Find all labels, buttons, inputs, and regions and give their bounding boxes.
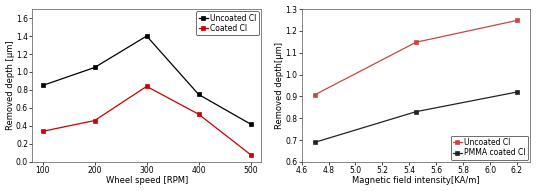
Y-axis label: Removed depth[μm]: Removed depth[μm]	[275, 42, 284, 129]
X-axis label: Wheel speed [RPM]: Wheel speed [RPM]	[106, 176, 188, 185]
Legend: Uncoated CI, PMMA coated CI: Uncoated CI, PMMA coated CI	[451, 136, 528, 160]
Uncoated CI	[514, 19, 520, 22]
PMMA coated CI	[312, 141, 318, 143]
Coated CI	[196, 113, 202, 115]
Coated CI	[248, 154, 254, 156]
Coated CI	[144, 85, 150, 87]
Coated CI	[92, 119, 98, 122]
Line: Uncoated CI: Uncoated CI	[312, 18, 519, 97]
Uncoated CI	[413, 41, 419, 43]
Uncoated CI	[144, 35, 150, 37]
Line: Coated CI: Coated CI	[40, 84, 253, 157]
Uncoated CI	[40, 84, 46, 87]
Line: PMMA coated CI: PMMA coated CI	[312, 90, 519, 145]
PMMA coated CI	[413, 111, 419, 113]
Line: Uncoated CI: Uncoated CI	[40, 34, 253, 127]
Y-axis label: Removed depth [μm]: Removed depth [μm]	[5, 41, 14, 130]
Legend: Uncoated CI, Coated CI: Uncoated CI, Coated CI	[196, 11, 259, 35]
Uncoated CI	[196, 93, 202, 96]
X-axis label: Magnetic field intensity[KA/m]: Magnetic field intensity[KA/m]	[352, 176, 480, 185]
Coated CI	[40, 130, 46, 133]
Uncoated CI	[312, 94, 318, 96]
PMMA coated CI	[514, 91, 520, 93]
Uncoated CI	[248, 123, 254, 125]
Uncoated CI	[92, 66, 98, 69]
